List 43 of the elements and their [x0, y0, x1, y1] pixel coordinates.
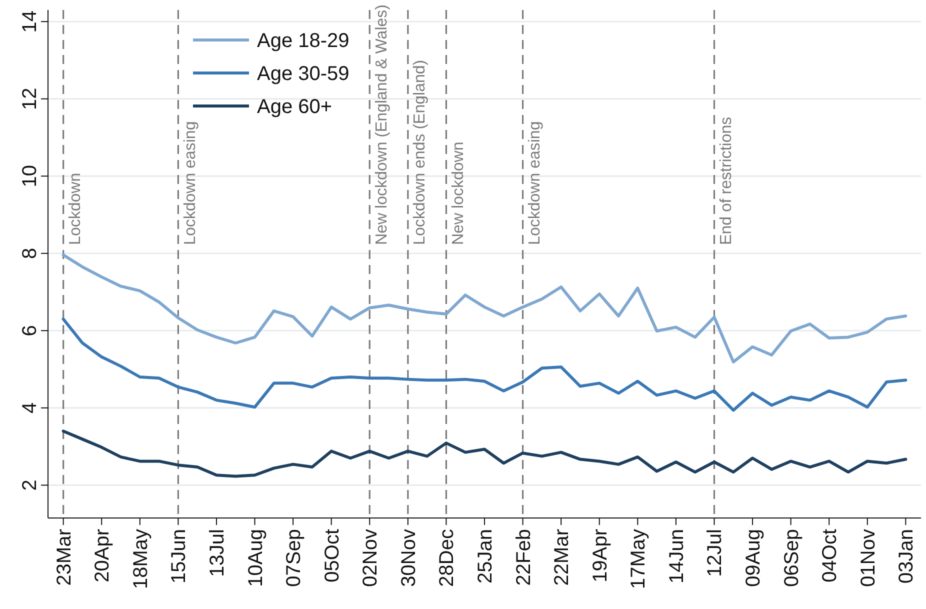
x-tick-label: 09Aug — [742, 529, 765, 587]
x-tick-label: 04Oct — [819, 528, 842, 582]
legend-label: Age 60+ — [257, 96, 332, 118]
ref-line-label: New lockdown — [450, 142, 468, 245]
x-tick-label: 20Apr — [92, 528, 114, 582]
ref-line-label: Lockdown ends (England) — [412, 60, 429, 245]
ref-line-label: Lockdown easing — [182, 121, 199, 245]
x-tick-label: 19Apr — [589, 528, 612, 582]
line-series — [62, 318, 908, 412]
y-tick-label: 4 — [19, 402, 41, 414]
y-tick-label: 14 — [19, 10, 41, 33]
x-tick-label: 07Sep — [283, 529, 306, 587]
x-tick-label: 30Nov — [398, 529, 420, 587]
x-tick-label: 22Feb — [512, 529, 535, 586]
x-tick-label: 15Jun — [168, 529, 190, 584]
x-tick-label: 10Aug — [244, 529, 267, 587]
x-tick-label: 05Oct — [321, 528, 344, 582]
line-series — [62, 430, 908, 478]
y-tick-label: 2 — [19, 480, 41, 491]
x-tick-label: 12Jul — [704, 529, 726, 577]
ref-line-label: New lockdown (England & Wales) — [373, 4, 390, 245]
ref-line-label: Lockdown — [67, 172, 84, 245]
x-tick-label: 13Jul — [206, 529, 228, 577]
x-tick-label: 03Jan — [896, 529, 918, 584]
x-tick-label: 14Jun — [666, 529, 688, 584]
ref-line-label: End of restrictions — [718, 116, 736, 245]
x-tick-label: 01Nov — [857, 529, 880, 587]
x-tick-label: 02Nov — [360, 529, 382, 587]
ref-line-label: Lockdown easing — [526, 121, 544, 245]
legend-label: Age 30-59 — [257, 63, 350, 85]
legend-label: Age 18-29 — [257, 30, 350, 52]
x-tick-label: 17May — [628, 529, 650, 590]
y-tick-label: 6 — [19, 325, 41, 336]
x-tick-label: 18May — [130, 529, 152, 590]
x-tick-label: 25Jan — [474, 529, 496, 584]
y-tick-label: 10 — [19, 164, 41, 188]
y-tick-label: 12 — [19, 88, 41, 110]
line-series — [62, 253, 908, 364]
y-tick-label: 8 — [19, 248, 41, 259]
x-tick-label: 22Mar — [551, 528, 574, 586]
x-tick-label: 23Mar — [53, 528, 76, 586]
x-tick-label: 28Dec — [436, 529, 458, 587]
x-tick-label: 06Sep — [780, 529, 803, 587]
